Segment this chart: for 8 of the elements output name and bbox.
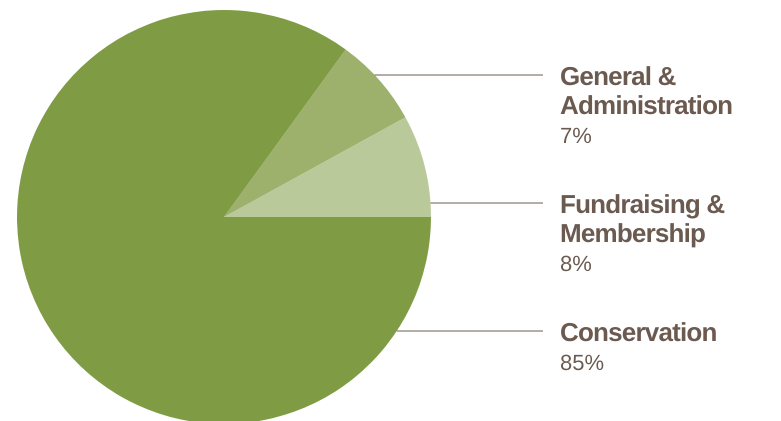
data-label: 7% — [560, 123, 592, 148]
pie-slice — [224, 50, 406, 217]
slice-label: General & Administration — [560, 61, 732, 120]
data-label: 85% — [560, 350, 604, 375]
slice-label: Fundraising & Membership — [560, 189, 724, 248]
data-label: 8% — [560, 251, 592, 276]
pie-slice — [224, 117, 431, 217]
slice-label: Conservation — [560, 317, 717, 347]
